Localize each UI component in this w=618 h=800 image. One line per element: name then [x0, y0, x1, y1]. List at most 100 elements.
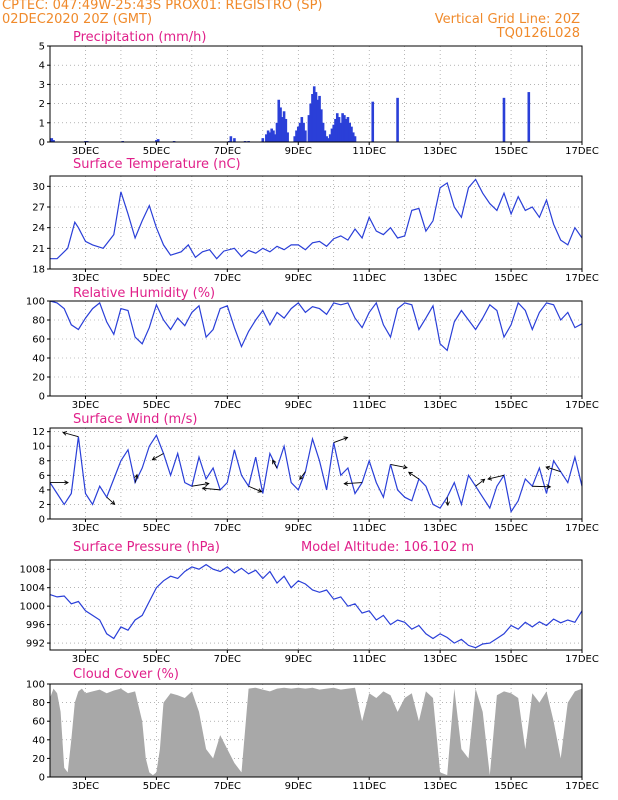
panel-3: 0 20 40 60 80 100 3DEC 5DEC 7DEC 9DEC 11DEC 13DEC 15…	[26, 286, 599, 411]
x-tick-label: 9DEC	[285, 654, 312, 665]
precip-bar	[282, 111, 286, 142]
wind-arrow-head	[546, 484, 552, 490]
wind-arrow-head	[110, 500, 116, 505]
x-tick-label: 9DEC	[285, 146, 312, 157]
precip-bar	[312, 86, 316, 142]
wind-arrow-head	[64, 480, 69, 485]
precip-bar	[351, 132, 355, 142]
precip-bar	[334, 118, 337, 142]
x-tick-label: 11DEC	[352, 523, 386, 534]
x-tick-label: 3DEC	[72, 400, 99, 411]
precip-bar	[302, 122, 305, 142]
x-tick-label: 7DEC	[214, 654, 241, 665]
precip-bar	[156, 139, 160, 142]
precip-bar	[325, 136, 328, 142]
x-tick-label: 15DEC	[494, 523, 528, 534]
precip-bar	[396, 97, 399, 142]
precip-bar	[335, 113, 339, 142]
wind-arrow	[532, 485, 551, 488]
wind-arrow-head	[272, 459, 277, 465]
y-tick-label: 12	[32, 427, 45, 438]
y-tick-label: 18	[32, 265, 45, 276]
y-tick-label: 996	[26, 620, 45, 631]
y-tick-label: 80	[32, 698, 45, 709]
x-tick-label: 5DEC	[143, 523, 170, 534]
precip-bar	[502, 97, 506, 142]
x-tick-label: 5DEC	[143, 781, 170, 792]
precip-bar	[341, 113, 344, 142]
series-line	[49, 300, 583, 352]
x-tick-label: 5DEC	[143, 273, 170, 284]
x-tick-label: 17DEC	[565, 781, 599, 792]
panel-2: 18 21 24 27 30 3DEC 5DEC 7DEC 9DEC 11DEC 13DEC 15DE…	[32, 157, 599, 284]
panel-1: 0 1 2 3 4 5 3DEC 5DEC 7DEC 9DEC 11DEC 13DEC 15DEC 17D…	[39, 30, 599, 157]
x-tick-label: 11DEC	[352, 146, 386, 157]
precip-bar	[273, 134, 277, 142]
precip-bar	[304, 130, 307, 142]
wind-arrow-head	[257, 488, 263, 493]
x-tick-label: 11DEC	[352, 273, 386, 284]
precip-bar	[293, 136, 297, 142]
x-tick-label: 9DEC	[285, 273, 312, 284]
y-tick-label: 100	[26, 680, 45, 691]
y-tick-label: 0	[39, 392, 45, 403]
precip-bar	[266, 130, 270, 142]
y-tick-label: 5	[39, 42, 45, 53]
precip-bar	[229, 136, 233, 142]
wind-arrow-head	[201, 486, 207, 491]
precip-bar	[330, 128, 334, 142]
series-line	[50, 178, 583, 260]
y-tick-label: 0	[39, 773, 45, 784]
precip-bar	[281, 117, 284, 142]
precip-bar	[371, 101, 375, 142]
y-tick-label: 2	[39, 99, 45, 110]
y-tick-label: 0	[39, 515, 45, 526]
y-tick-label: 24	[32, 223, 45, 234]
cloud-cover-area	[50, 687, 582, 777]
precip-bar	[272, 130, 275, 142]
x-tick-label: 15DEC	[494, 654, 528, 665]
wind-arrow-head	[545, 465, 551, 471]
panel-frame	[49, 175, 583, 270]
x-tick-label: 13DEC	[423, 654, 457, 665]
precip-bar	[275, 122, 279, 142]
panel-frame	[49, 559, 583, 651]
y-tick-label: 10	[32, 442, 45, 453]
y-tick-label: 4	[39, 61, 45, 72]
precip-bar	[527, 92, 531, 142]
wind-arrow	[191, 483, 209, 487]
x-tick-label: 15DEC	[494, 146, 528, 157]
panel-frame	[49, 683, 583, 778]
panel-4: 0 2 4 6 8 10 12 3DEC 5DEC 7DEC 9DEC 11DEC 13DEC 15DEC…	[32, 412, 599, 534]
y-tick-label: 40	[32, 354, 45, 365]
wind-arrow-head	[343, 436, 349, 441]
header-date-line: 02DEC2020 20Z (GMT)	[2, 12, 153, 27]
precip-bar	[350, 126, 353, 142]
panel-title: Relative Humidity (%)	[73, 286, 215, 301]
precip-bar	[343, 115, 346, 142]
precip-bar	[277, 99, 281, 142]
wind-arrow	[134, 474, 138, 483]
y-tick-label: 20	[32, 754, 45, 765]
x-tick-label: 7DEC	[214, 400, 241, 411]
precip-bar	[286, 132, 289, 142]
y-tick-label: 1004	[20, 583, 45, 594]
y-tick-label: 60	[32, 335, 45, 346]
precip-bar	[314, 92, 318, 142]
y-tick-label: 1	[39, 118, 45, 129]
panel-5: 992 996 1000 1004 1008 3DEC 5DEC 7DEC 9DEC 11DEC 1…	[20, 540, 599, 665]
precip-bar	[332, 124, 336, 142]
wind-arrow-head	[480, 478, 486, 484]
x-tick-label: 11DEC	[352, 781, 386, 792]
panel-frame	[49, 427, 583, 520]
precip-bar	[353, 136, 357, 142]
wind-arrow	[152, 453, 164, 461]
y-tick-label: 40	[32, 735, 45, 746]
x-tick-label: 9DEC	[285, 781, 312, 792]
wind-arrow	[202, 487, 221, 491]
x-tick-label: 13DEC	[423, 146, 457, 157]
wind-arrow	[475, 478, 485, 487]
wind-arrow	[408, 471, 420, 480]
precip-bar	[346, 117, 350, 142]
